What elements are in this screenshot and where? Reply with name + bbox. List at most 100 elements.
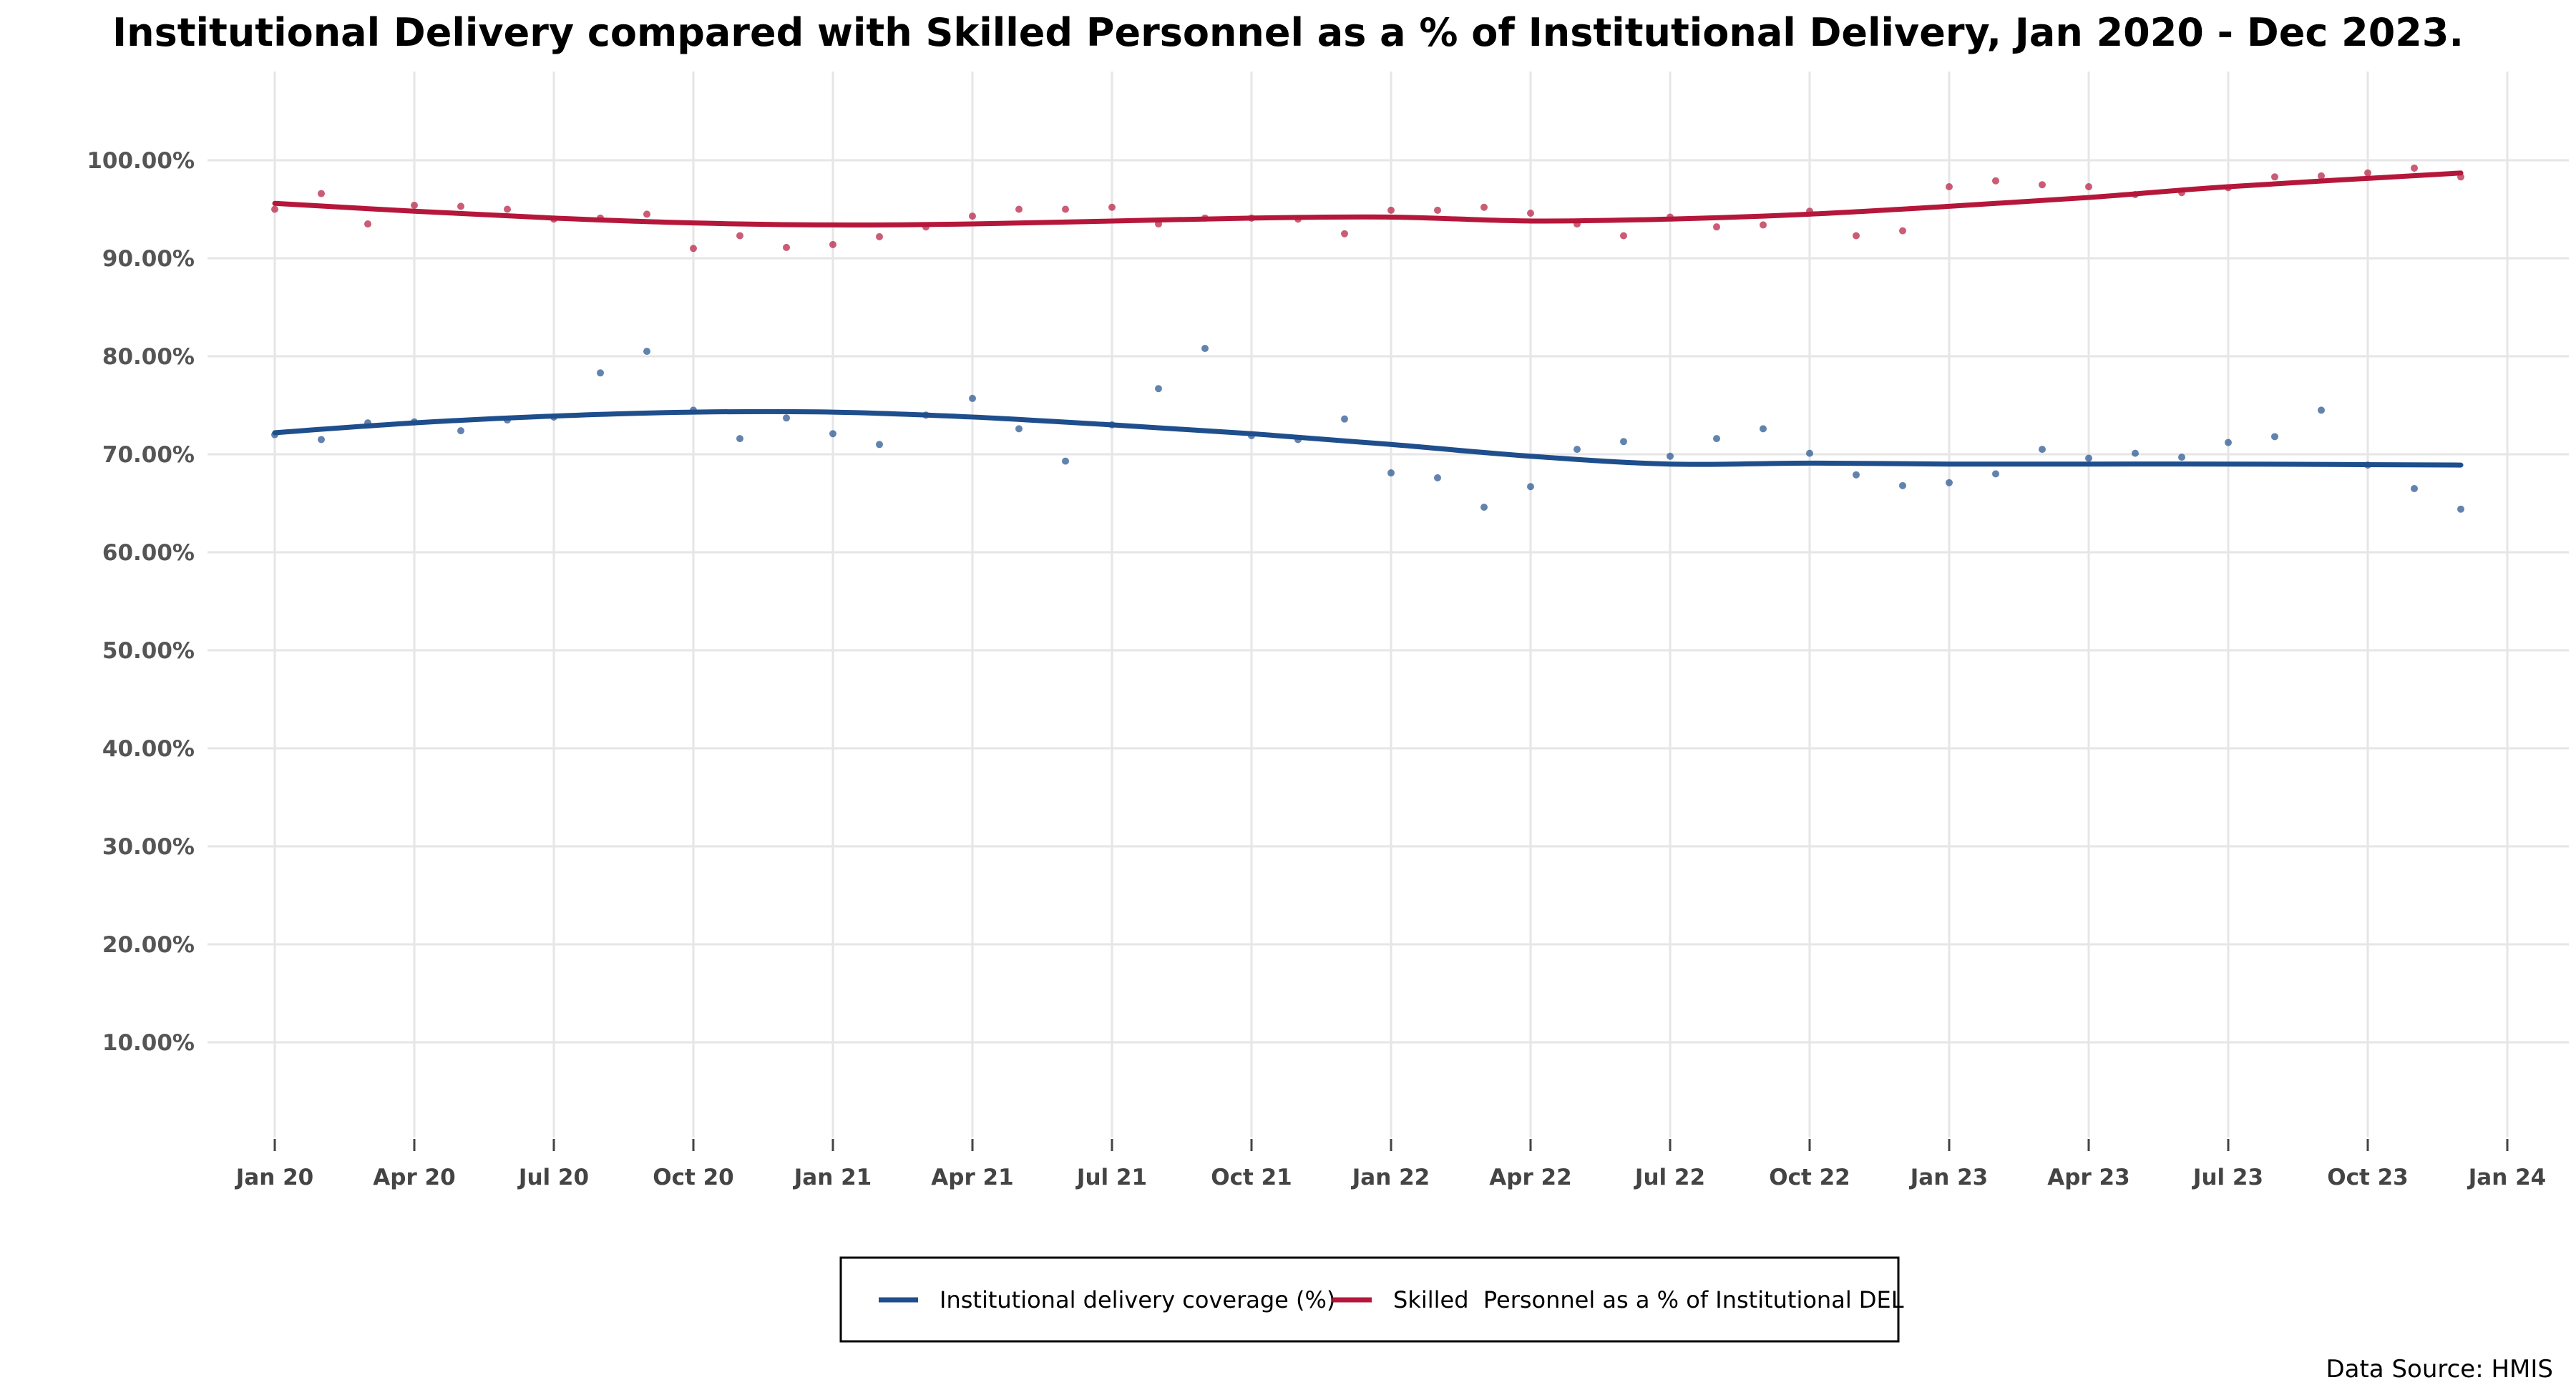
y-tick-label: 90.00% xyxy=(102,246,195,272)
point-skilled-personnel xyxy=(2411,164,2418,172)
legend: Institutional delivery coverage (%) Skil… xyxy=(839,1256,1904,1343)
point-institutional-delivery xyxy=(2085,454,2092,462)
legend-label-skilled-personnel: Skilled Personnel as a % of Institutiona… xyxy=(1393,1286,1904,1313)
x-tick-label: Jul 23 xyxy=(2192,1165,2263,1190)
point-institutional-delivery xyxy=(736,435,743,443)
point-skilled-personnel xyxy=(1760,221,1767,229)
x-tick-label: Jan 23 xyxy=(1909,1165,1988,1190)
x-tick-label: Jan 21 xyxy=(793,1165,872,1190)
y-tick-label: 70.00% xyxy=(102,442,195,468)
point-institutional-delivery xyxy=(1713,435,1720,443)
x-tick-label: Jul 22 xyxy=(1634,1165,1705,1190)
x-tick-label: Oct 23 xyxy=(2327,1165,2408,1190)
trend-lines xyxy=(272,170,2464,468)
point-institutional-delivery xyxy=(1062,457,1069,465)
point-skilled-personnel xyxy=(1992,177,1999,185)
point-skilled-personnel xyxy=(736,232,743,240)
y-axis-ticks: 10.00% 20.00% 30.00% 40.00% 50.00% 60.00% 70.0… xyxy=(87,148,195,1056)
y-tick-label: 40.00% xyxy=(102,736,195,762)
point-institutional-delivery xyxy=(457,427,464,435)
x-tick-label: Jan 22 xyxy=(1351,1165,1430,1190)
point-skilled-personnel xyxy=(2318,172,2325,180)
point-institutional-delivery xyxy=(1387,469,1395,477)
point-skilled-personnel xyxy=(318,190,325,197)
x-tick-label: Oct 22 xyxy=(1769,1165,1850,1190)
point-institutional-delivery xyxy=(2318,406,2325,414)
point-institutional-delivery xyxy=(1155,385,1162,393)
y-tick-label: 80.00% xyxy=(102,344,195,370)
legend-label-institutional-delivery: Institutional delivery coverage (%) xyxy=(940,1286,1335,1313)
point-skilled-personnel xyxy=(2085,182,2092,190)
point-skilled-personnel xyxy=(1620,232,1627,240)
x-tick-label: Oct 20 xyxy=(653,1165,733,1190)
point-skilled-personnel xyxy=(2271,173,2278,181)
point-institutional-delivery xyxy=(1760,425,1767,433)
x-tick-label: Oct 21 xyxy=(1211,1165,1292,1190)
point-institutional-delivery xyxy=(1480,503,1488,511)
point-skilled-personnel xyxy=(876,232,883,240)
data-source: Data Source: HMIS xyxy=(2326,1355,2553,1384)
point-skilled-personnel xyxy=(1480,203,1488,211)
point-institutional-delivery xyxy=(1853,471,1860,479)
point-institutional-delivery xyxy=(1946,479,1953,486)
point-skilled-personnel xyxy=(1713,223,1720,231)
point-institutional-delivery xyxy=(2457,505,2464,513)
point-institutional-delivery xyxy=(597,369,604,377)
point-skilled-personnel xyxy=(2364,169,2371,177)
point-skilled-personnel xyxy=(504,205,511,213)
point-skilled-personnel xyxy=(1062,205,1069,213)
point-institutional-delivery xyxy=(1341,415,1348,423)
point-institutional-delivery xyxy=(1992,470,1999,478)
point-skilled-personnel xyxy=(2039,181,2046,189)
point-institutional-delivery xyxy=(876,441,883,449)
point-skilled-personnel xyxy=(1853,232,1860,240)
point-institutional-delivery xyxy=(969,394,976,402)
point-skilled-personnel xyxy=(1015,205,1023,213)
point-skilled-personnel xyxy=(783,243,790,251)
trend-line-institutional-delivery xyxy=(272,408,2464,468)
point-institutional-delivery xyxy=(1806,449,1813,457)
point-skilled-personnel xyxy=(271,205,278,213)
point-institutional-delivery xyxy=(1899,481,1906,489)
point-skilled-personnel xyxy=(1341,230,1348,238)
x-tick-label: Apr 22 xyxy=(1489,1165,1571,1190)
point-skilled-personnel xyxy=(690,245,697,253)
point-institutional-delivery xyxy=(318,436,325,444)
x-tick-label: Apr 20 xyxy=(373,1165,455,1190)
point-skilled-personnel xyxy=(1387,206,1395,214)
point-skilled-personnel xyxy=(1899,227,1906,235)
point-skilled-personnel xyxy=(1946,182,1953,190)
point-institutional-delivery xyxy=(2411,484,2418,492)
point-institutional-delivery xyxy=(2271,433,2278,441)
y-tick-label: 30.00% xyxy=(102,834,195,860)
point-institutional-delivery xyxy=(1015,425,1023,433)
point-skilled-personnel xyxy=(643,210,650,218)
point-institutional-delivery xyxy=(1434,474,1441,481)
point-institutional-delivery xyxy=(2132,449,2139,457)
y-tick-label: 60.00% xyxy=(102,540,195,566)
point-institutional-delivery xyxy=(829,430,836,438)
point-institutional-delivery xyxy=(1620,438,1627,446)
x-tick-label: Jul 21 xyxy=(1075,1165,1147,1190)
y-tick-label: 20.00% xyxy=(102,932,195,958)
point-institutional-delivery xyxy=(2178,454,2185,461)
point-institutional-delivery xyxy=(643,348,650,356)
point-skilled-personnel xyxy=(969,212,976,220)
grid-layer xyxy=(208,72,2569,1137)
point-institutional-delivery xyxy=(1667,452,1674,460)
point-skilled-personnel xyxy=(829,240,836,248)
point-institutional-delivery xyxy=(1527,483,1534,491)
point-skilled-personnel xyxy=(1527,209,1534,217)
point-skilled-personnel xyxy=(411,202,418,210)
point-institutional-delivery xyxy=(2225,439,2232,446)
trend-line-skilled-personnel xyxy=(272,170,2464,227)
x-tick-label: Jan 20 xyxy=(235,1165,313,1190)
x-tick-label: Apr 23 xyxy=(2047,1165,2129,1190)
point-institutional-delivery xyxy=(1201,345,1209,353)
point-skilled-personnel xyxy=(364,220,371,228)
x-tick-label: Apr 21 xyxy=(931,1165,1013,1190)
point-skilled-personnel xyxy=(1434,206,1441,214)
chart-title: Institutional Delivery compared with Ski… xyxy=(112,10,2464,55)
point-skilled-personnel xyxy=(1108,203,1116,211)
